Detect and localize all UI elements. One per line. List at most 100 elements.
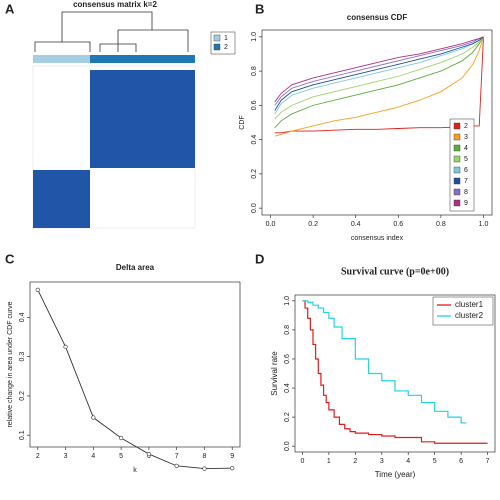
- legend-label: 2: [224, 44, 228, 51]
- x-tick-label: 0.4: [351, 221, 361, 228]
- class-bar: [33, 55, 90, 63]
- y-axis-label: Survival rate: [270, 351, 279, 396]
- x-tick-label: 3: [380, 458, 384, 465]
- y-tick-label: 0.4: [19, 312, 26, 322]
- legend-swatch: [213, 34, 221, 42]
- point: [202, 466, 207, 471]
- x-tick-label: 3: [64, 453, 68, 460]
- legend-box: [449, 118, 475, 212]
- point: [230, 466, 235, 471]
- x-tick-label: 6: [147, 453, 151, 460]
- legend-swatch: [453, 177, 461, 185]
- y-axis-label: relative change in area under CDF curve: [7, 301, 14, 427]
- legend-label: 9: [464, 200, 468, 207]
- y-tick-label: 0.6: [251, 100, 258, 110]
- y-axis-label: CDF: [239, 115, 246, 129]
- x-tick-label: 7: [486, 458, 490, 465]
- point: [63, 344, 68, 349]
- line: [37, 289, 233, 470]
- y-tick-label: 0.0: [284, 441, 291, 451]
- legend-swatch: [453, 166, 461, 174]
- y-tick-label: 0.8: [251, 66, 258, 76]
- y-tick-label: 0.2: [251, 169, 258, 179]
- panel-label: D: [255, 251, 264, 266]
- legend-swatch: [453, 133, 461, 141]
- y-tick-label: 1.0: [251, 32, 258, 42]
- legend-swatch: [213, 43, 221, 51]
- chart-title: Survival curve (p=0e+00): [341, 266, 449, 277]
- y-tick-label: 0.6: [284, 354, 291, 364]
- y-tick-label: 0.0: [251, 203, 258, 213]
- line: [274, 36, 484, 128]
- heatmap-block: [33, 170, 90, 228]
- legend-label: 7: [464, 178, 468, 185]
- x-tick-label: 0.0: [266, 221, 276, 228]
- x-tick-label: 9: [230, 453, 234, 460]
- survival-curve: [302, 300, 488, 444]
- legend-swatch: [453, 122, 461, 130]
- panel-label: B: [255, 1, 264, 16]
- point: [146, 451, 151, 457]
- x-tick-label: 5: [433, 458, 437, 465]
- x-tick-label: 0: [300, 458, 304, 465]
- point: [91, 415, 96, 420]
- legend-label: 8: [464, 189, 468, 196]
- panel-label: C: [5, 251, 15, 266]
- x-tick-label: 1: [327, 458, 331, 465]
- line: [274, 36, 484, 106]
- y-tick-label: 0.4: [251, 135, 258, 145]
- class-bar: [90, 55, 195, 63]
- x-axis-label: consensus index: [351, 235, 404, 242]
- x-axis-label: k: [133, 467, 137, 474]
- line: [274, 36, 484, 137]
- point: [35, 287, 40, 292]
- legend-swatch: [453, 188, 461, 196]
- survival-curve: [302, 300, 467, 424]
- legend-label: 3: [464, 134, 468, 141]
- legend-label: 6: [464, 167, 468, 174]
- legend-swatch: [453, 199, 461, 207]
- x-tick-label: 2: [36, 453, 40, 460]
- panel-label: A: [5, 1, 15, 16]
- legend-label: cluster2: [455, 311, 484, 320]
- x-tick-label: 2: [353, 458, 357, 465]
- legend-label: 1: [224, 35, 228, 42]
- plot-frame: [261, 29, 493, 216]
- x-tick-label: 7: [175, 453, 179, 460]
- heatmap-block: [90, 70, 195, 168]
- x-tick-label: 6: [459, 458, 463, 465]
- x-tick-label: 0.6: [393, 221, 403, 228]
- x-tick-label: 0.8: [436, 221, 446, 228]
- x-axis-label: Time (year): [375, 470, 416, 479]
- y-tick-label: 0.8: [284, 325, 291, 335]
- legend-box: [210, 31, 236, 55]
- legend-box: [432, 296, 494, 326]
- x-tick-label: 8: [202, 453, 206, 460]
- x-tick-label: 5: [119, 453, 123, 460]
- y-tick-label: 0.1: [19, 430, 26, 440]
- y-tick-label: 0.2: [284, 412, 291, 422]
- x-tick-label: 4: [406, 458, 410, 465]
- legend-label: 4: [464, 145, 468, 152]
- y-tick-label: 0.3: [19, 352, 26, 362]
- x-tick-label: 4: [91, 453, 95, 460]
- dendrogram: [34, 11, 189, 52]
- x-tick-label: 1.0: [479, 221, 489, 228]
- chart-title: Delta area: [116, 263, 155, 272]
- legend-label: 2: [464, 123, 468, 130]
- chart-title: consensus CDF: [347, 13, 408, 22]
- chart-title: consensus matrix k=2: [73, 0, 157, 9]
- legend-label: 5: [464, 156, 468, 163]
- plot-frame: [29, 281, 241, 448]
- y-tick-label: 0.4: [284, 383, 291, 393]
- plot-frame: [294, 294, 496, 453]
- point: [119, 435, 124, 441]
- line: [274, 36, 484, 120]
- line: [274, 36, 484, 111]
- x-tick-label: 0.2: [308, 221, 318, 228]
- y-tick-label: 1.0: [284, 296, 291, 306]
- point: [174, 463, 179, 468]
- legend-swatch: [453, 144, 461, 152]
- legend-label: cluster1: [455, 300, 484, 309]
